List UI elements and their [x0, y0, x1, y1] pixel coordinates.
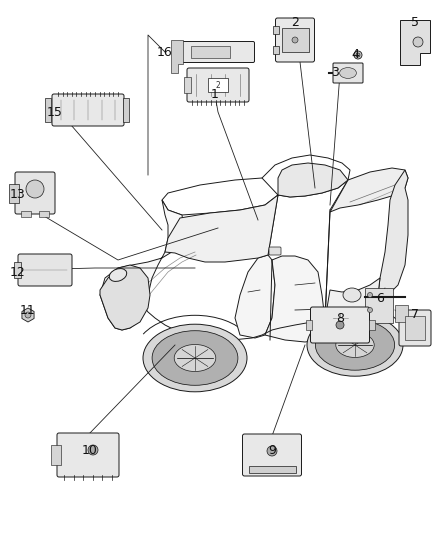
Bar [305, 320, 311, 330]
Circle shape [88, 445, 98, 455]
Bar [9, 183, 19, 203]
FancyBboxPatch shape [333, 63, 363, 83]
FancyBboxPatch shape [276, 18, 314, 62]
Text: 9: 9 [268, 443, 276, 456]
Bar [51, 445, 61, 465]
Text: 13: 13 [10, 189, 26, 201]
Circle shape [336, 321, 344, 329]
Bar [248, 466, 296, 473]
Polygon shape [262, 155, 350, 197]
Bar [208, 78, 228, 92]
FancyBboxPatch shape [52, 94, 124, 126]
Ellipse shape [152, 330, 238, 385]
FancyBboxPatch shape [399, 310, 431, 346]
Polygon shape [278, 163, 348, 197]
Polygon shape [265, 256, 325, 342]
Text: 2: 2 [215, 80, 220, 90]
Circle shape [292, 37, 298, 43]
Ellipse shape [143, 324, 247, 392]
Polygon shape [100, 200, 185, 330]
Polygon shape [378, 170, 408, 298]
Polygon shape [325, 278, 388, 348]
Text: 10: 10 [82, 443, 98, 456]
Text: 8: 8 [336, 311, 344, 325]
Bar [282, 28, 308, 52]
Bar [272, 46, 279, 54]
Polygon shape [165, 195, 278, 262]
Ellipse shape [315, 320, 395, 370]
Bar [191, 46, 230, 58]
Text: 12: 12 [10, 265, 26, 279]
Text: 15: 15 [47, 106, 63, 118]
Circle shape [367, 308, 372, 312]
FancyBboxPatch shape [311, 307, 370, 343]
Bar [39, 211, 49, 217]
Circle shape [354, 51, 362, 59]
Bar [123, 98, 129, 122]
FancyBboxPatch shape [187, 68, 249, 102]
Circle shape [267, 446, 277, 456]
FancyBboxPatch shape [269, 247, 281, 255]
Circle shape [413, 37, 423, 47]
Polygon shape [330, 168, 408, 212]
Text: 3: 3 [331, 66, 339, 78]
Text: ___|___: ___|___ [332, 312, 348, 318]
FancyBboxPatch shape [243, 434, 301, 476]
Text: 5: 5 [411, 15, 419, 28]
Ellipse shape [110, 269, 127, 281]
Bar [184, 77, 191, 93]
Text: 1: 1 [211, 88, 219, 101]
Text: 2: 2 [291, 15, 299, 28]
Ellipse shape [343, 288, 361, 302]
Polygon shape [235, 255, 275, 338]
FancyBboxPatch shape [57, 433, 119, 477]
Polygon shape [100, 265, 150, 330]
Circle shape [25, 312, 31, 318]
Text: 7: 7 [411, 309, 419, 321]
Bar [14, 262, 21, 278]
FancyBboxPatch shape [15, 172, 55, 214]
Circle shape [356, 53, 360, 57]
Text: 11: 11 [20, 303, 36, 317]
Ellipse shape [174, 344, 216, 372]
Bar [405, 316, 425, 340]
Bar [272, 26, 279, 34]
Text: 6: 6 [376, 292, 384, 304]
Text: 4: 4 [351, 49, 359, 61]
Ellipse shape [336, 333, 374, 358]
Polygon shape [171, 40, 183, 73]
FancyBboxPatch shape [18, 254, 72, 286]
Bar [45, 98, 51, 122]
Polygon shape [162, 178, 278, 215]
Ellipse shape [307, 314, 403, 376]
Circle shape [367, 293, 372, 297]
Bar [368, 320, 374, 330]
Bar [395, 305, 408, 322]
Bar [365, 288, 393, 324]
Bar [21, 211, 31, 217]
Polygon shape [400, 20, 430, 64]
Ellipse shape [339, 68, 357, 78]
Polygon shape [22, 308, 34, 322]
Text: 16: 16 [157, 45, 173, 59]
Circle shape [26, 180, 44, 198]
FancyBboxPatch shape [181, 42, 254, 62]
